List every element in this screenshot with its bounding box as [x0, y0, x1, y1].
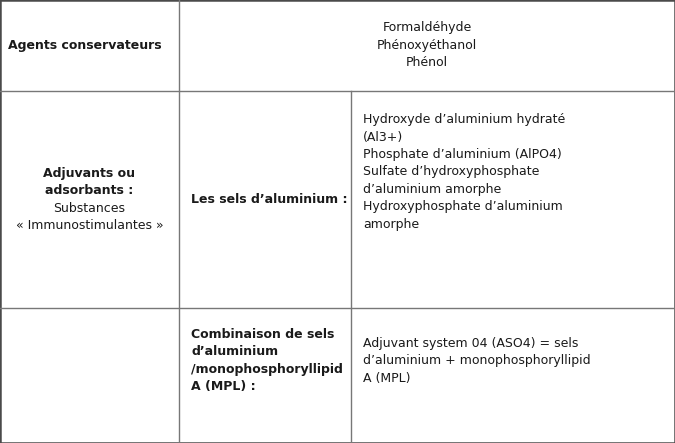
Text: Adjuvants ou: Adjuvants ou: [43, 167, 136, 179]
Text: Adjuvant system 04 (ASO4) = sels: Adjuvant system 04 (ASO4) = sels: [363, 337, 578, 350]
Text: Phénoxyéthanol: Phénoxyéthanol: [377, 39, 477, 52]
Text: d’aluminium: d’aluminium: [191, 346, 278, 358]
Text: Phénol: Phénol: [406, 56, 448, 70]
Text: d’aluminium amorphe: d’aluminium amorphe: [363, 183, 502, 196]
Text: d’aluminium + monophosphoryllipid: d’aluminium + monophosphoryllipid: [363, 354, 591, 367]
Text: Les sels d’aluminium :: Les sels d’aluminium :: [191, 193, 348, 206]
Text: adsorbants :: adsorbants :: [45, 184, 134, 197]
Text: Hydroxyde d’aluminium hydraté: Hydroxyde d’aluminium hydraté: [363, 113, 566, 126]
Text: Formaldéhyde: Formaldéhyde: [382, 21, 472, 35]
Text: A (MPL) :: A (MPL) :: [191, 381, 256, 393]
Text: Phosphate d’aluminium (AlPO4): Phosphate d’aluminium (AlPO4): [363, 148, 562, 161]
Text: Agents conservateurs: Agents conservateurs: [8, 39, 162, 52]
Text: A (MPL): A (MPL): [363, 372, 410, 385]
Text: Hydroxyphosphate d’aluminium: Hydroxyphosphate d’aluminium: [363, 201, 563, 214]
Text: Sulfate d’hydroxyphosphate: Sulfate d’hydroxyphosphate: [363, 166, 539, 179]
Text: Combinaison de sels: Combinaison de sels: [191, 328, 334, 341]
Text: /monophosphoryllipid: /monophosphoryllipid: [191, 363, 343, 376]
Text: amorphe: amorphe: [363, 218, 419, 231]
Text: Substances: Substances: [53, 202, 126, 214]
Text: « Immunostimulantes »: « Immunostimulantes »: [16, 219, 163, 232]
Text: (Al3+): (Al3+): [363, 131, 404, 144]
